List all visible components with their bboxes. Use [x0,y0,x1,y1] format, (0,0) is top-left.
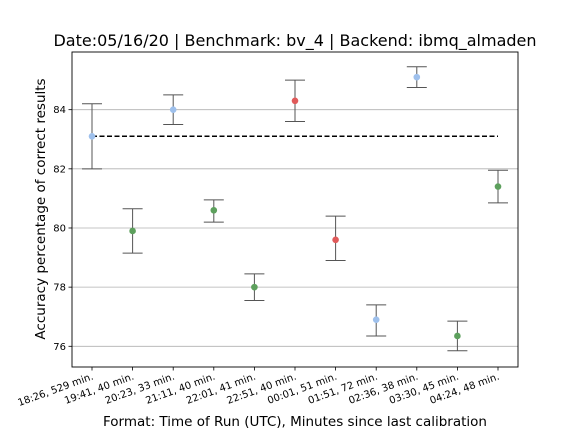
data-point [413,73,421,81]
data-point-group [163,94,184,125]
data-point-group [406,66,427,88]
x-axis-label: Format: Time of Run (UTC), Minutes since… [103,414,487,430]
chart-title: Date:05/16/20 | Benchmark: bv_4 | Backen… [53,31,536,51]
data-point-group [82,103,102,170]
data-point-group [122,208,143,254]
data-points [82,66,508,352]
gridlines [72,109,518,347]
data-point-group [285,79,305,123]
y-axis-label: Accuracy percentage of correct results [33,78,49,339]
y-tick-label: 84 [53,105,66,116]
data-point [454,332,461,340]
data-point [169,106,177,113]
data-point [210,206,218,214]
y-axis: 76 78 80 82 84 [53,105,72,353]
data-point-group [488,169,508,204]
data-point [129,227,136,235]
y-tick-label: 78 [53,283,66,294]
data-point [332,236,339,244]
data-point-group [447,320,468,352]
y-tick-label: 76 [53,342,66,353]
data-point [494,183,502,190]
data-point-group [203,199,224,223]
y-tick-label: 82 [53,164,66,175]
data-point [251,283,258,291]
data-point-group [366,304,387,337]
data-point-group [325,215,346,262]
data-point-group [244,273,265,301]
data-point [291,97,299,105]
y-tick-label: 80 [53,223,66,234]
data-point [88,132,96,140]
data-point [372,316,380,323]
